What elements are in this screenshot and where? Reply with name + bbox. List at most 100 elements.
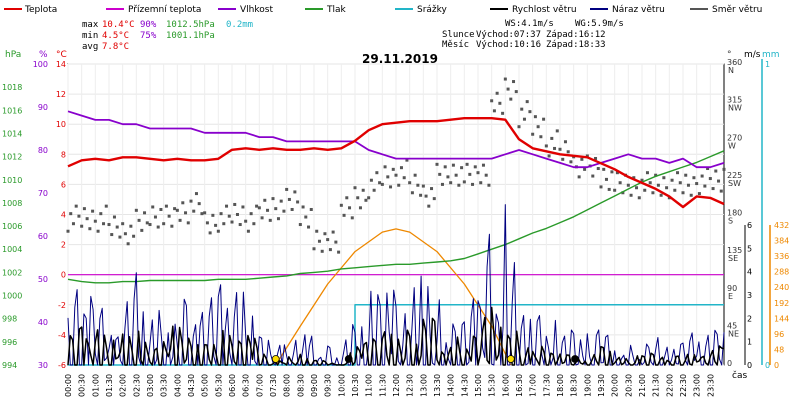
direction-point	[607, 187, 611, 191]
direction-point	[580, 157, 584, 161]
direction-point	[410, 191, 414, 195]
tick-time: 11:00	[365, 374, 374, 397]
stat-avg-temp: 7.8°C	[102, 42, 129, 52]
tick-time: 07:00	[255, 374, 264, 397]
tick-temp: 0	[61, 271, 66, 280]
direction-point	[107, 223, 111, 227]
tick-time: 23:00	[693, 374, 702, 397]
direction-point	[484, 173, 488, 177]
direction-point	[194, 192, 198, 196]
tick-time: 19:00	[583, 374, 592, 397]
tick-solar: 144	[774, 314, 789, 323]
direction-point	[681, 191, 685, 195]
direction-point	[358, 206, 362, 210]
tick-pressure: 1012	[2, 153, 22, 162]
direction-point	[276, 217, 280, 221]
direction-point	[451, 163, 455, 167]
direction-point	[233, 202, 237, 206]
direction-point	[446, 175, 450, 179]
series-humidity	[67, 110, 725, 169]
direction-point	[369, 178, 373, 182]
tick-time: 19:30	[597, 374, 606, 397]
stat-min-hum: 75%	[140, 31, 157, 41]
tick-time: 10:30	[351, 374, 360, 397]
direction-point	[255, 204, 259, 208]
stat-max-label: max	[82, 20, 99, 30]
direction-point	[260, 216, 264, 220]
direction-point	[123, 232, 127, 236]
direction-point	[662, 176, 666, 180]
direction-point	[372, 188, 376, 192]
tick-time: 05:00	[201, 374, 210, 397]
direction-point	[427, 204, 431, 208]
direction-point	[424, 194, 428, 198]
direction-point	[522, 117, 526, 121]
direction-point	[722, 167, 726, 171]
tick-pressure: 1004	[2, 245, 22, 254]
direction-point	[629, 193, 633, 197]
tick-time: 03:00	[146, 374, 155, 397]
tick-temp: 4	[61, 211, 66, 220]
info-sunrise: Východ:07:37	[476, 30, 541, 40]
tick-time: 11:30	[378, 374, 387, 397]
direction-point	[643, 188, 647, 192]
direction-point	[645, 171, 649, 175]
direction-point	[443, 165, 447, 169]
direction-point	[501, 111, 505, 115]
stat-min-temp: 4.5°C	[102, 31, 129, 41]
tick-time: 02:00	[119, 374, 128, 397]
direction-point	[69, 212, 73, 216]
tick-time: 18:00	[556, 374, 565, 397]
direction-point	[323, 232, 327, 236]
direction-point	[569, 160, 573, 164]
direction-point	[241, 205, 245, 209]
direction-point	[348, 206, 352, 210]
direction-point	[490, 99, 494, 103]
direction-point	[263, 198, 267, 202]
info-moonrise: Východ:10:16	[476, 40, 541, 50]
direction-point	[473, 165, 477, 169]
tick-humidity: 100	[33, 60, 48, 69]
direction-point	[225, 204, 229, 208]
direction-point	[205, 221, 209, 225]
direction-point	[345, 196, 349, 200]
direction-point	[304, 215, 308, 219]
tick-wind: 4	[747, 268, 752, 277]
direction-point	[460, 166, 464, 170]
direction-point	[558, 147, 562, 151]
direction-point	[74, 204, 78, 208]
direction-point	[386, 175, 390, 179]
direction-point	[591, 174, 595, 178]
direction-point	[173, 207, 177, 211]
tick-humidity: 30	[38, 361, 48, 370]
direction-point	[200, 212, 204, 216]
tick-pressure: 1010	[2, 176, 22, 185]
series-solar	[275, 228, 512, 366]
series-wind-gust	[67, 204, 725, 366]
tick-time: 08:30	[296, 374, 305, 397]
stat-max-press: 1012.5hPa	[166, 20, 215, 30]
direction-point	[457, 183, 461, 187]
tick-time: 23:30	[706, 374, 715, 397]
direction-point	[703, 184, 707, 188]
tick-solar: 0	[774, 361, 779, 370]
direction-point	[533, 115, 537, 119]
direction-point	[405, 158, 409, 162]
tick-compass: W	[728, 141, 736, 150]
direction-point	[309, 207, 313, 211]
tick-humidity: 40	[38, 318, 48, 327]
legend-wind: Rychlost větru	[512, 5, 577, 15]
direction-point	[583, 167, 587, 171]
tick-time: 09:00	[310, 374, 319, 397]
legend-dir: Směr větru	[712, 5, 762, 15]
tick-time: 04:00	[173, 374, 182, 397]
direction-point	[599, 185, 603, 189]
direction-point	[164, 204, 168, 208]
tick-direction: 360	[727, 58, 742, 67]
direction-point	[700, 174, 704, 178]
tick-compass: SE	[728, 254, 738, 263]
direction-point	[175, 208, 179, 212]
direction-point	[706, 167, 710, 171]
tick-solar: 288	[774, 268, 789, 277]
direction-point	[148, 223, 152, 227]
